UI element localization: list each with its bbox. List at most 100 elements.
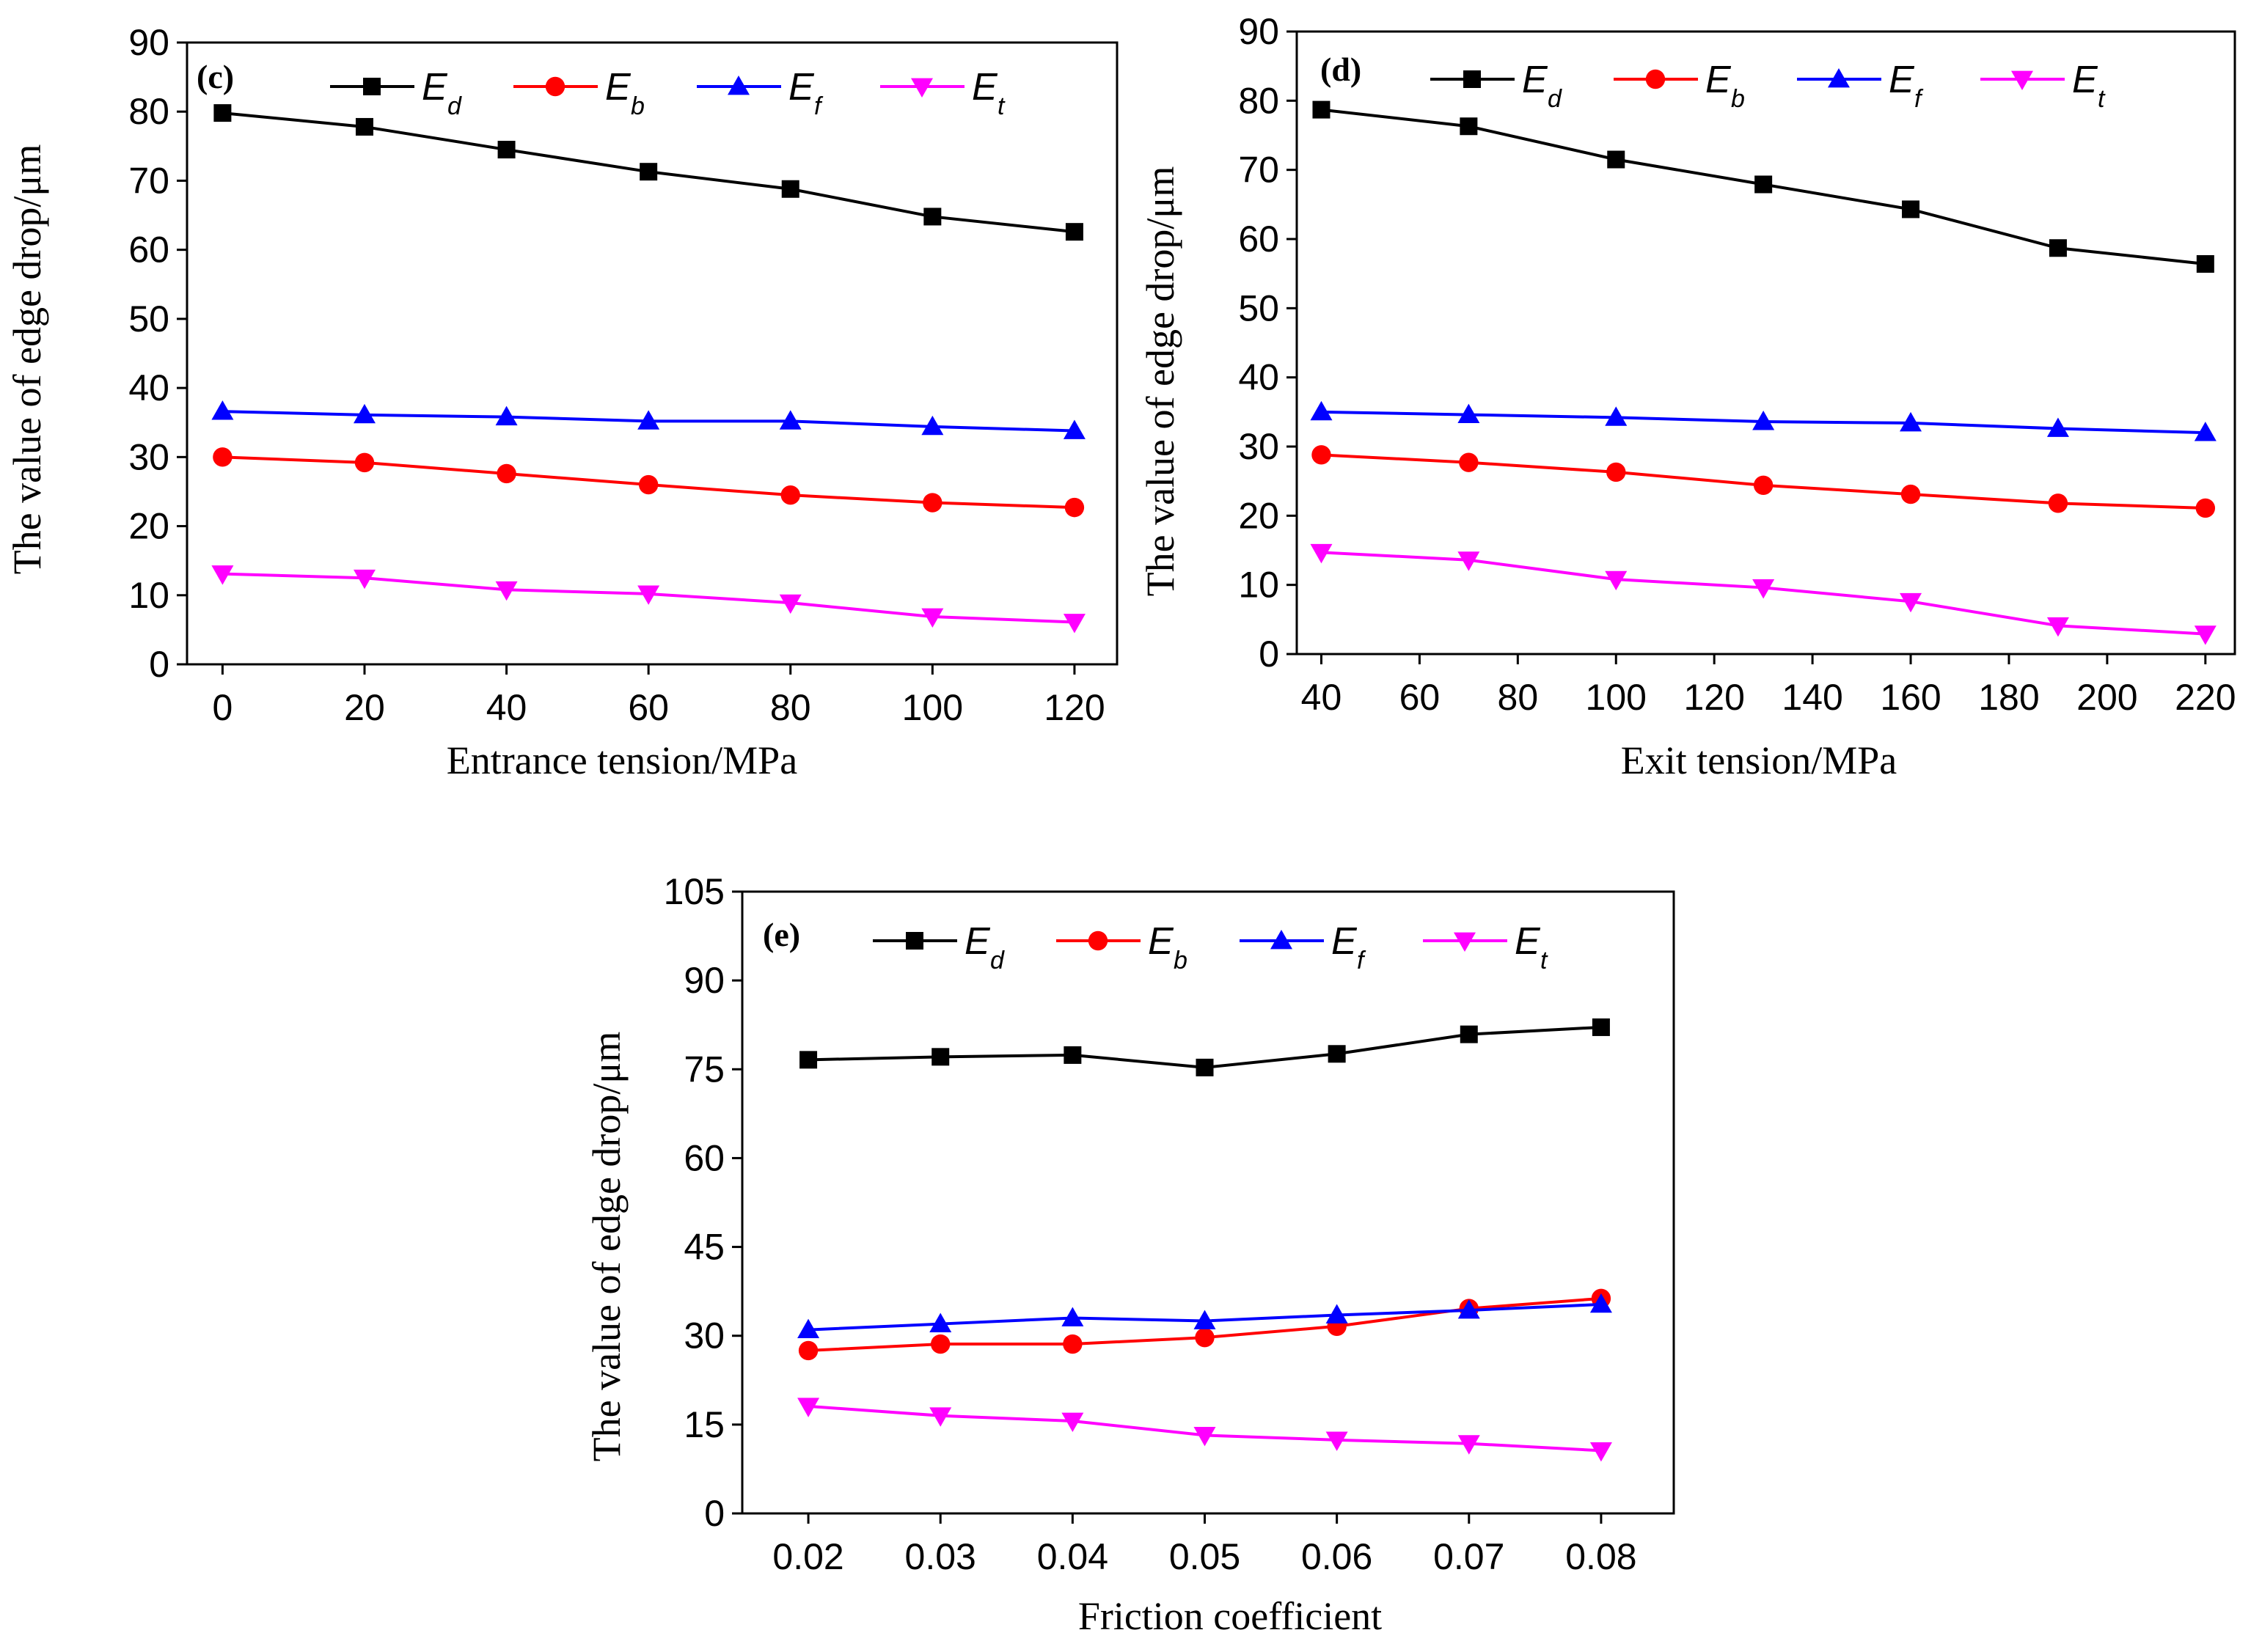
legend-marker [911, 78, 933, 98]
data-point [1605, 406, 1628, 426]
x-tick-label: 40 [1301, 677, 1342, 718]
legend-marker [363, 78, 381, 95]
data-point [1064, 1046, 1082, 1064]
data-point [2195, 498, 2216, 518]
data-point [211, 400, 234, 420]
series-Et [1310, 543, 2217, 645]
legend-label: E [422, 66, 448, 109]
data-point [929, 1407, 952, 1427]
data-point [1310, 400, 1333, 421]
data-point [798, 1340, 819, 1361]
y-tick-label: 80 [128, 91, 169, 132]
series-Ed [213, 104, 1083, 241]
series-Ed [1312, 100, 2214, 273]
data-point [1900, 484, 1921, 504]
data-point [1195, 1327, 1215, 1348]
data-point [781, 180, 799, 198]
y-tick-label: 30 [684, 1315, 725, 1357]
series-Ef [797, 1293, 1612, 1339]
legend-subscript: t [998, 92, 1006, 120]
data-point [1460, 1025, 1478, 1043]
x-tick-label: 180 [1978, 677, 2039, 718]
legend-subscript: d [447, 92, 462, 120]
data-point [495, 581, 518, 601]
x-tick-label: 0.08 [1565, 1536, 1636, 1577]
data-point [1753, 475, 1774, 496]
data-point [1900, 592, 1922, 613]
x-tick-label: 220 [2175, 677, 2236, 718]
data-point [779, 410, 802, 430]
data-point [1900, 411, 1922, 432]
x-tick-label: 80 [1498, 677, 1539, 718]
x-tick-label: 200 [2076, 677, 2137, 718]
data-point [1607, 150, 1625, 169]
y-tick-label: 20 [1238, 495, 1279, 536]
data-point [213, 104, 232, 122]
legend-label: E [1331, 920, 1358, 963]
data-point [1063, 614, 1086, 634]
legend-marker [545, 76, 566, 97]
data-point [1310, 543, 1333, 564]
legend-marker [906, 932, 923, 950]
data-point [1752, 579, 1775, 599]
series-Eb [213, 447, 1085, 518]
panel-e: 0 15 30 45 60 75 90 105 0.02 0.03 0.04 0.05 0.06 0.07… [585, 871, 1675, 1638]
y-tick-label: 30 [128, 436, 169, 477]
y-tick-label: 90 [128, 22, 169, 63]
data-point [353, 403, 376, 424]
legend-subscript: t [1540, 947, 1548, 974]
series-Et [797, 1398, 1612, 1462]
legend-label: E [2072, 59, 2098, 101]
data-point [1460, 117, 1478, 136]
plot-frame [741, 890, 1675, 1515]
data-point [1457, 1435, 1480, 1455]
data-point [1606, 462, 1626, 482]
legend-label: E [788, 66, 815, 109]
data-point [355, 117, 373, 136]
data-point [931, 1334, 951, 1354]
y-tick-label: 30 [1238, 426, 1279, 467]
data-point [1311, 445, 1331, 465]
series-Et [211, 565, 1086, 634]
data-point [1193, 1310, 1216, 1329]
legend-label: E [605, 66, 632, 109]
data-point [211, 565, 234, 585]
y-tick-label: 60 [684, 1137, 725, 1178]
y-tick-label: 60 [1238, 219, 1279, 260]
x-tick-label: 80 [770, 687, 811, 728]
panel-c: 0 10 20 30 40 50 60 70 80 90 0 20 40 60 80 100 120 Entran… [5, 22, 1119, 782]
x-tick-label: 40 [486, 687, 527, 728]
data-point [779, 594, 802, 614]
data-point [1589, 1442, 1612, 1462]
series-Ef [1310, 400, 2217, 441]
data-point [1459, 452, 1479, 472]
data-point [497, 463, 516, 484]
panel-d: 0 10 20 30 40 50 60 70 80 90 40 60 80 100 120 140 160 180… [1138, 11, 2236, 782]
data-point [1592, 1018, 1610, 1036]
y-tick-label: 105 [664, 871, 725, 912]
data-point [1193, 1426, 1216, 1447]
y-tick-label: 70 [128, 160, 169, 201]
y-tick-label: 45 [684, 1227, 725, 1268]
data-point [2049, 239, 2067, 257]
data-point [2046, 417, 2069, 437]
y-tick-label: 10 [128, 575, 169, 616]
legend-marker [1270, 930, 1292, 950]
legend-subscript: t [2098, 85, 2106, 113]
legend-subscript: b [631, 92, 645, 120]
x-tick-label: 0.04 [1037, 1536, 1108, 1577]
panel-label: (e) [763, 916, 800, 953]
data-point [1754, 175, 1773, 194]
y-tick-label: 90 [684, 960, 725, 1001]
data-point [213, 447, 233, 467]
y-tick-label: 10 [1238, 565, 1279, 606]
x-tick-label: 120 [1044, 687, 1105, 728]
x-tick-label: 0.06 [1301, 1536, 1372, 1577]
y-tick-label: 0 [1259, 634, 1279, 675]
data-point [797, 1398, 820, 1417]
